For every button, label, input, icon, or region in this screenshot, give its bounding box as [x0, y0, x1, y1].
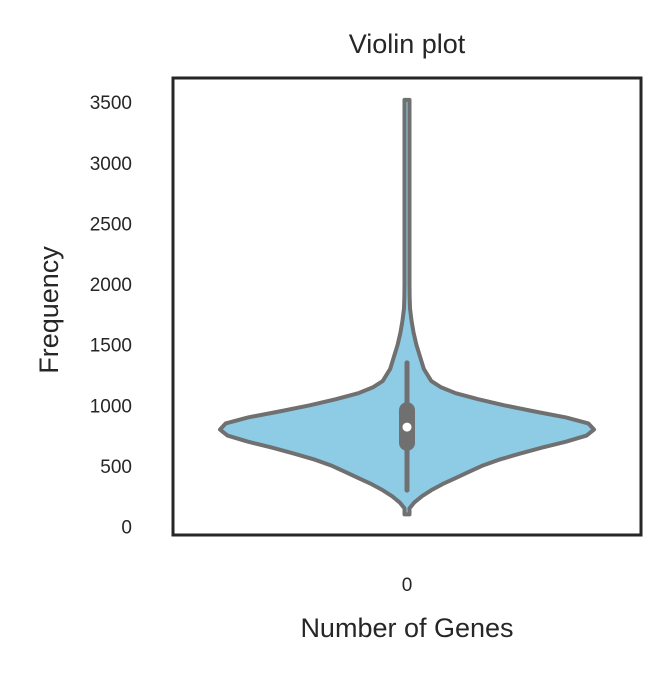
plot-frame — [171, 76, 643, 537]
violin-body — [218, 97, 596, 517]
y-tick-label: 0 — [121, 518, 132, 539]
y-tick-label: 3000 — [90, 154, 132, 175]
y-axis-label: Frequency — [34, 246, 64, 374]
y-tick-labels: 0 500 1000 1500 2000 2500 3000 3500 — [90, 93, 132, 538]
y-tick-label: 1000 — [90, 396, 132, 417]
y-tick-label: 2500 — [90, 214, 132, 235]
y-tick-label: 3500 — [90, 93, 132, 114]
y-tick-label: 500 — [100, 457, 132, 478]
violin-layer — [218, 97, 596, 517]
x-axis-label: Number of Genes — [300, 613, 513, 643]
x-tick-label: 0 — [402, 575, 413, 596]
violin-median-point — [402, 422, 412, 432]
chart-title: Violin plot — [349, 29, 466, 59]
y-tick-label: 1500 — [90, 336, 132, 357]
y-tick-label: 2000 — [90, 275, 132, 296]
x-tick-labels: 0 — [402, 575, 413, 596]
